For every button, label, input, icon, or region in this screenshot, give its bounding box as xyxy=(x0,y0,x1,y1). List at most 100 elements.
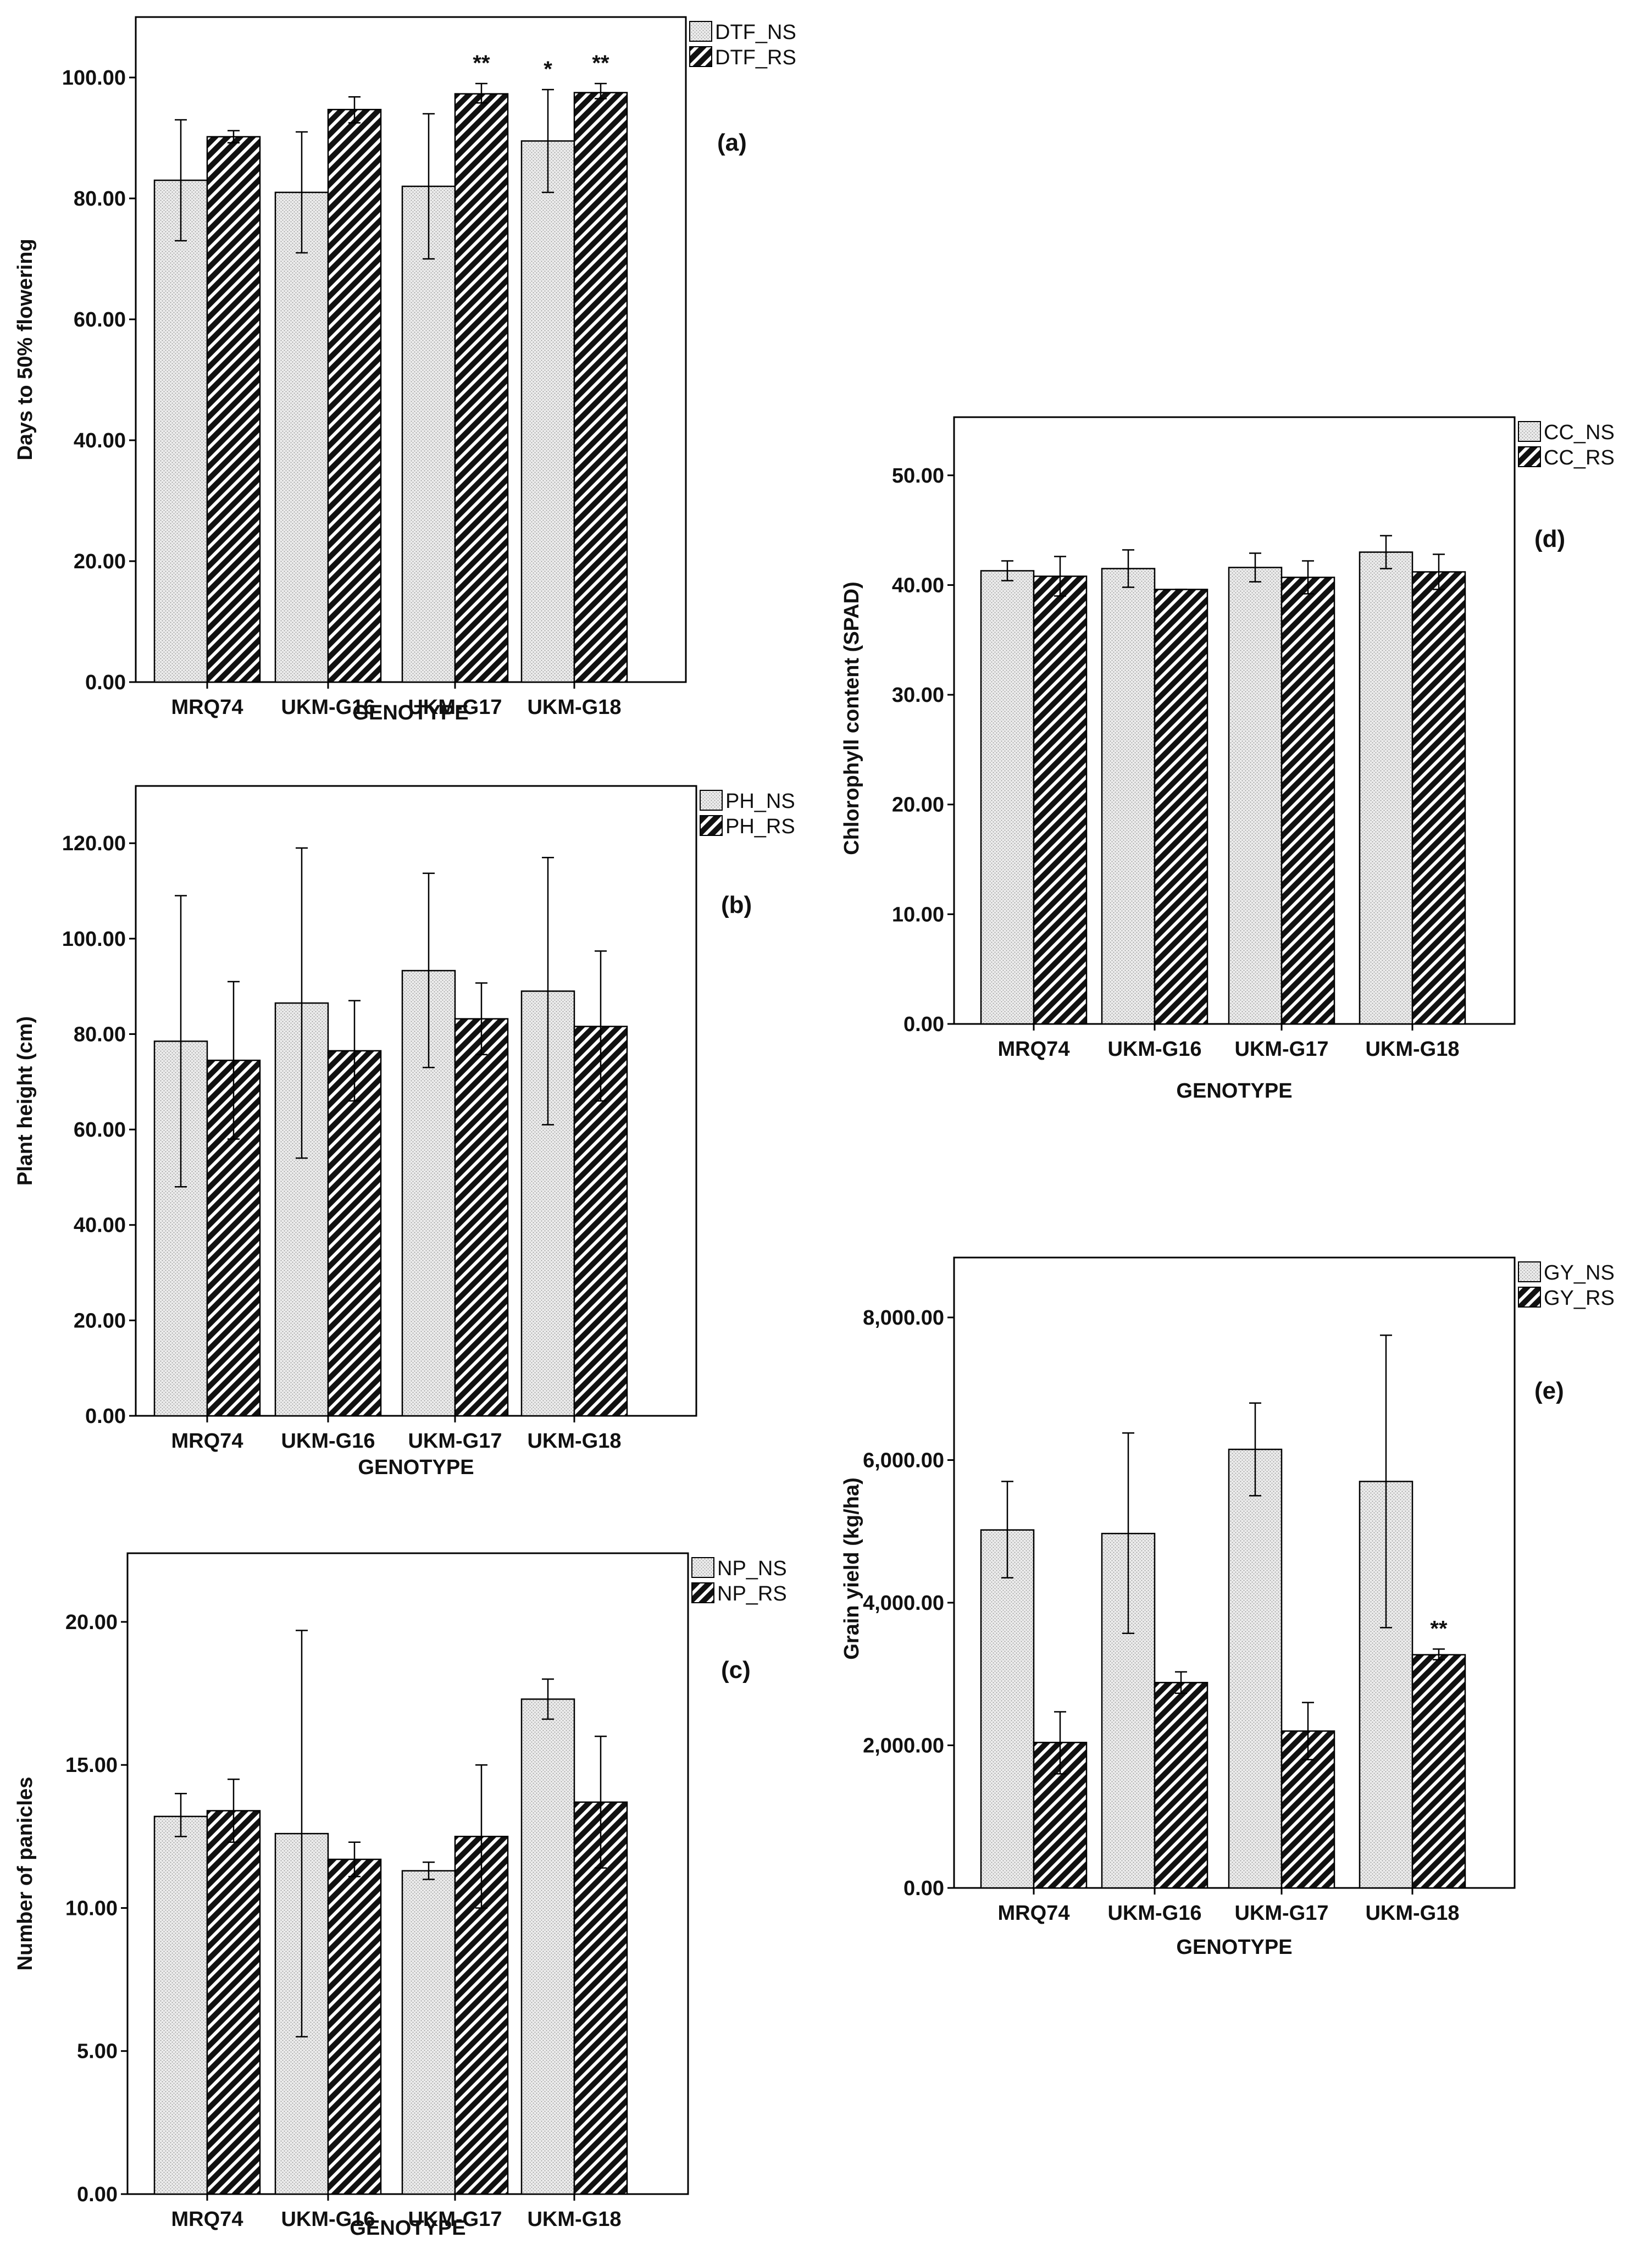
chart-panel-c: 0.00 5.00 10.00 15.00 20.00 MRQ74 UKM-G16 UKM-… xyxy=(14,1552,787,2240)
legend-swatch xyxy=(689,21,712,42)
chart-panel-a: 0.00 20.00 40.00 60.00 80.00 100.00 MRQ74 UKM-… xyxy=(14,16,796,724)
legend-swatch xyxy=(1518,1287,1541,1308)
legend-swatch xyxy=(1518,421,1541,442)
y-tick-label: 20.00 xyxy=(892,794,944,817)
y-axis-a: 0.00 20.00 40.00 60.00 80.00 100.00 xyxy=(62,67,136,694)
y-tick-label: 5.00 xyxy=(77,2040,118,2063)
legend-label: NP_NS xyxy=(717,1557,787,1580)
y-tick-label: 6,000.00 xyxy=(863,1449,944,1472)
bar-gy-rs-ukm-g16 xyxy=(1154,1682,1208,1889)
x-axis-title-e: GENOTYPE xyxy=(1176,1936,1292,1959)
y-tick-label: 80.00 xyxy=(74,1023,126,1046)
y-tick-label: 100.00 xyxy=(62,928,126,951)
x-tick-label: UKM-G17 xyxy=(1234,1038,1328,1061)
legend-label: PH_NS xyxy=(725,790,795,813)
y-tick-label: 40.00 xyxy=(74,1214,126,1237)
significance-marker: ** xyxy=(1430,1616,1448,1641)
y-tick-label: 4,000.00 xyxy=(863,1592,944,1615)
error-bars-c xyxy=(175,1630,607,2037)
bar-dtf-ns-mrq74 xyxy=(153,179,208,683)
x-axis-b: MRQ74 UKM-G16 UKM-G17 UKM-G18 xyxy=(171,1416,622,1453)
error-bars-a xyxy=(175,82,607,260)
x-tick-label: MRQ74 xyxy=(171,2208,243,2231)
bars-e xyxy=(980,1448,1466,1889)
x-tick-label: UKM-G17 xyxy=(1234,1902,1328,1925)
x-tick-label: MRQ74 xyxy=(171,1430,243,1453)
x-tick-label: MRQ74 xyxy=(998,1902,1070,1925)
y-tick-label: 0.00 xyxy=(903,1013,944,1036)
y-axis-d: 0.00 10.00 20.00 30.00 40.00 50.00 xyxy=(892,464,954,1036)
bar-gy-ns-ukm-g17 xyxy=(1228,1448,1283,1889)
x-tick-label: UKM-G18 xyxy=(527,2208,621,2231)
bar-dtf-rs-ukm-g16 xyxy=(327,109,382,683)
x-tick-label: UKM-G18 xyxy=(1365,1038,1459,1061)
x-axis-d: MRQ74 UKM-G16 UKM-G17 UKM-G18 xyxy=(998,1024,1460,1061)
x-axis-title-a: GENOTYPE xyxy=(352,701,468,724)
y-tick-label: 80.00 xyxy=(74,187,126,211)
legend-label: PH_RS xyxy=(725,815,795,838)
y-axis-e: 0.00 2,000.00 4,000.00 6,000.00 8,000.00 xyxy=(863,1306,954,1900)
panel-label-d: (d) xyxy=(1534,525,1565,552)
y-tick-label: 0.00 xyxy=(903,1877,944,1900)
bar-dtf-rs-mrq74 xyxy=(206,136,261,683)
y-axis-title-b: Plant height (cm) xyxy=(14,1016,37,1186)
y-tick-label: 10.00 xyxy=(65,1897,118,1920)
x-tick-label: MRQ74 xyxy=(171,696,243,719)
legend-swatch xyxy=(689,46,712,67)
y-tick-label: 20.00 xyxy=(74,1309,126,1332)
x-tick-label: UKM-G16 xyxy=(1107,1038,1201,1061)
error-bars-b xyxy=(175,847,607,1188)
bar-np-ns-mrq74 xyxy=(153,1815,208,2195)
x-tick-label: UKM-G17 xyxy=(408,2208,502,2231)
x-tick-label: UKM-G18 xyxy=(1365,1902,1459,1925)
bar-gy-rs-ukm-g18 xyxy=(1411,1654,1466,1889)
x-tick-label: UKM-G16 xyxy=(281,696,375,719)
bar-cc-ns-ukm-g16 xyxy=(1101,568,1156,1025)
legend-label: NP_RS xyxy=(717,1582,787,1605)
x-tick-label: UKM-G18 xyxy=(527,1430,621,1453)
bar-np-rs-mrq74 xyxy=(206,1810,261,2195)
panel-label-c: (c) xyxy=(721,1657,751,1683)
bar-np-rs-ukm-g16 xyxy=(327,1858,382,2195)
y-tick-label: 50.00 xyxy=(892,464,944,488)
bar-np-ns-ukm-g18 xyxy=(520,1698,575,2195)
x-axis-title-b: GENOTYPE xyxy=(358,1456,474,1479)
y-tick-label: 60.00 xyxy=(74,1118,126,1142)
panel-label-e: (e) xyxy=(1534,1377,1564,1404)
y-axis-title-e: Grain yield (kg/ha) xyxy=(840,1477,863,1660)
bar-dtf-ns-ukm-g16 xyxy=(274,191,329,683)
legend-swatch xyxy=(1518,1261,1541,1282)
x-tick-label: UKM-G16 xyxy=(281,1430,375,1453)
legend-swatch xyxy=(691,1557,714,1578)
y-tick-label: 40.00 xyxy=(892,574,944,597)
bars-c xyxy=(153,1698,628,2195)
bar-cc-rs-ukm-g16 xyxy=(1154,589,1208,1025)
y-tick-label: 2,000.00 xyxy=(863,1734,944,1757)
x-axis-a: MRQ74 UKM-G16 UKM-G17 UKM-G18 xyxy=(171,682,622,719)
error-bars-e xyxy=(1001,1334,1445,1775)
bar-np-ns-ukm-g17 xyxy=(401,1870,456,2195)
bar-cc-ns-mrq74 xyxy=(980,570,1035,1025)
y-axis-title-a: Days to 50% flowering xyxy=(14,239,37,460)
legend-label: CC_NS xyxy=(1544,421,1615,444)
y-axis-b: 0.00 20.00 40.00 60.00 80.00 100.00 120.00 xyxy=(62,832,136,1428)
legend-label: GY_NS xyxy=(1544,1261,1615,1284)
y-axis-c: 0.00 5.00 10.00 15.00 20.00 xyxy=(65,1611,127,2206)
y-tick-label: 20.00 xyxy=(74,550,126,573)
y-tick-label: 8,000.00 xyxy=(863,1306,944,1330)
legend-label: CC_RS xyxy=(1544,446,1615,469)
legend-swatch xyxy=(700,815,723,836)
bar-ph-rs-ukm-g16 xyxy=(327,1050,382,1417)
bars-b xyxy=(153,970,628,1417)
y-axis-title-c: Number of panicles xyxy=(14,1777,37,1971)
bars-d xyxy=(980,551,1466,1025)
y-tick-label: 0.00 xyxy=(85,671,126,694)
chart-panel-b: 0.00 20.00 40.00 60.00 80.00 100.00 120.00 MRQ… xyxy=(14,785,795,1479)
x-tick-label: UKM-G17 xyxy=(408,696,502,719)
y-tick-label: 60.00 xyxy=(74,308,126,331)
bars-a xyxy=(153,92,628,683)
